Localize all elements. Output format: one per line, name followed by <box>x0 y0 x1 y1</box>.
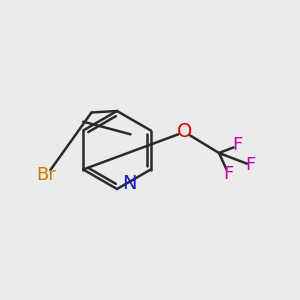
Text: F: F <box>232 136 242 154</box>
Text: Br: Br <box>37 167 56 184</box>
Text: F: F <box>245 156 256 174</box>
Text: N: N <box>122 174 136 193</box>
Text: F: F <box>223 165 233 183</box>
Text: O: O <box>177 122 192 142</box>
